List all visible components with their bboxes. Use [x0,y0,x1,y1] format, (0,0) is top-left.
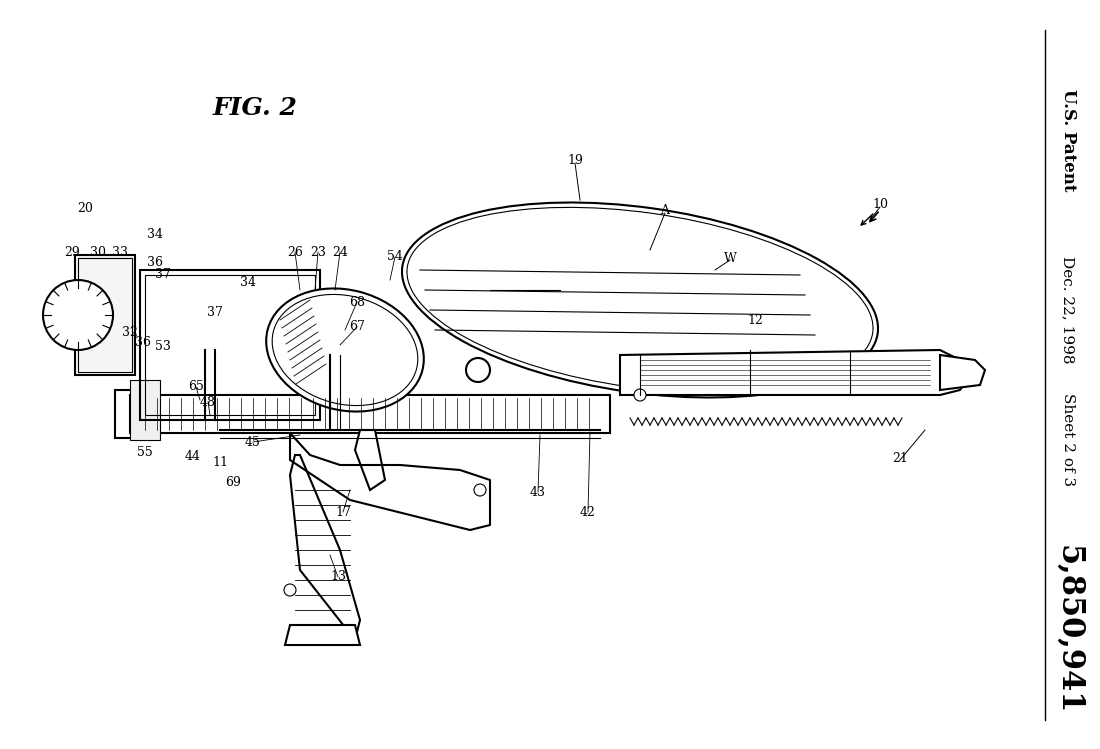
Bar [145,275,315,415]
Polygon shape [285,625,360,645]
Circle shape [474,484,486,496]
Bar [78,258,132,372]
Text: W: W [724,252,736,264]
Text: 29: 29 [64,246,80,259]
Polygon shape [290,455,360,640]
Polygon shape [620,350,970,395]
Circle shape [634,389,646,401]
Bar [75,255,135,375]
Text: 20: 20 [77,201,92,214]
Text: 37: 37 [207,306,223,318]
Text: 36: 36 [135,336,151,348]
Text: 54: 54 [387,250,403,264]
Text: U.S. Patent: U.S. Patent [1059,88,1077,191]
Text: 23: 23 [310,246,326,258]
Text: 13: 13 [330,571,346,583]
Text: 24: 24 [332,246,348,258]
Bar [140,270,320,420]
Text: 37: 37 [155,267,170,280]
Text: Dec. 22, 1998: Dec. 22, 1998 [1062,256,1075,364]
Ellipse shape [266,288,424,411]
Text: 48: 48 [200,395,216,408]
Circle shape [466,358,490,382]
Text: 5,850,941: 5,850,941 [1053,545,1084,715]
Text: 32: 32 [122,326,138,339]
Text: 36: 36 [147,256,163,270]
Text: 68: 68 [349,296,365,309]
Text: 44: 44 [185,450,201,464]
Circle shape [284,584,296,596]
Ellipse shape [402,202,878,398]
Text: 43: 43 [530,485,546,499]
Text: 34: 34 [240,276,256,288]
Circle shape [43,280,113,350]
Text: 67: 67 [349,321,365,333]
Text: 69: 69 [226,476,241,488]
Text: 33: 33 [112,246,128,259]
Text: 30: 30 [90,246,106,259]
Text: 26: 26 [287,246,303,258]
Text: A: A [660,204,670,216]
Text: 11: 11 [212,455,228,469]
Text: FIG. 2: FIG. 2 [212,96,297,120]
Text: 55: 55 [138,446,153,458]
Text: 42: 42 [580,506,596,518]
Text: 53: 53 [155,341,170,354]
Bar [116,390,140,438]
Bar [130,395,610,433]
Text: 65: 65 [188,380,204,393]
Text: 10: 10 [872,198,888,211]
Polygon shape [940,355,984,390]
Text: 17: 17 [336,506,351,518]
Text: 21: 21 [892,452,907,464]
Bar [130,380,159,440]
Polygon shape [355,430,385,490]
Text: 45: 45 [245,435,261,449]
Text: 34: 34 [147,228,163,241]
Text: 19: 19 [568,154,583,166]
Text: Sheet 2 of 3: Sheet 2 of 3 [1062,393,1075,487]
Text: 12: 12 [747,314,763,327]
